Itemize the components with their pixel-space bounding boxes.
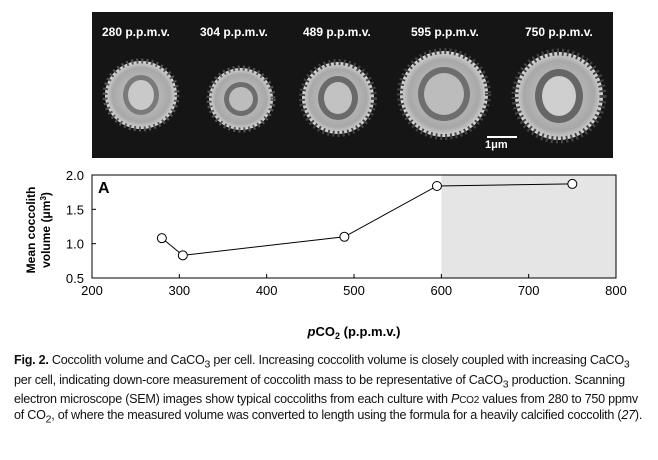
sem-coccolith-images [102,48,607,144]
x-tick-label-2: 400 [256,283,278,298]
scale-bar-label: 1μm [485,139,508,151]
y-axis-label-line1: Mean coccolith [24,187,38,274]
coccolith-image-750 [511,48,607,144]
x-axis-label: pCO2 (p.p.m.v.) [307,324,401,341]
scale-bar [487,136,517,138]
x-tick-labels: 200 300 400 500 600 700 800 [81,283,627,298]
sem-image-strip: 280 p.p.m.v. 304 p.p.m.v. 489 p.p.m.v. 5… [92,12,613,158]
sem-label-595: 595 p.p.m.v. [411,25,479,39]
data-point-750 [567,178,578,189]
x-tick-label-6: 800 [605,283,627,298]
coccolith-image-595 [397,48,491,140]
x-tick-label-4: 600 [430,283,452,298]
y-tick-label-1: 1.0 [66,237,84,252]
y-axis-label-line2: volume (μm3) [39,192,53,268]
y-tick-label-0: 0.5 [66,271,84,286]
data-points [156,178,578,261]
axis-ticks [91,174,617,279]
x-tick-label-0: 200 [81,283,103,298]
y-tick-label-2: 1.5 [66,202,84,217]
y-axis-label: Mean coccolith volume (μm3) [24,187,53,274]
x-tick-label-1: 300 [168,283,190,298]
coccolith-volume-chart: 200 300 400 500 600 700 800 0.5 1.0 1.5 2.0 A pCO… [24,168,627,341]
shaded-region [441,175,616,278]
caption-reference: 27 [621,408,635,423]
y-tick-label-3: 2.0 [66,168,84,183]
y-tick-labels: 0.5 1.0 1.5 2.0 [66,168,84,286]
sem-label-280: 280 p.p.m.v. [102,25,170,39]
sem-label-489: 489 p.p.m.v. [303,25,371,39]
sem-label-750: 750 p.p.m.v. [525,25,593,39]
panel-label: A [98,180,110,197]
data-point-595 [431,180,442,191]
coccolith-image-489 [299,59,377,137]
x-tick-label-3: 500 [343,283,365,298]
figure-caption: Fig. 2. Coccolith volume and CaCO3 per c… [14,353,644,428]
data-point-489 [339,231,350,242]
coccolith-image-304 [206,65,276,133]
coccolith-image-280 [102,58,180,132]
data-point-304 [177,250,188,261]
caption-text: Fig. 2. Coccolith volume and CaCO3 per c… [14,353,643,426]
x-tick-label-5: 700 [518,283,540,298]
caption-fig-label: Fig. 2. [14,353,49,367]
data-point-280 [156,233,167,244]
sem-label-304: 304 p.p.m.v. [200,25,268,39]
